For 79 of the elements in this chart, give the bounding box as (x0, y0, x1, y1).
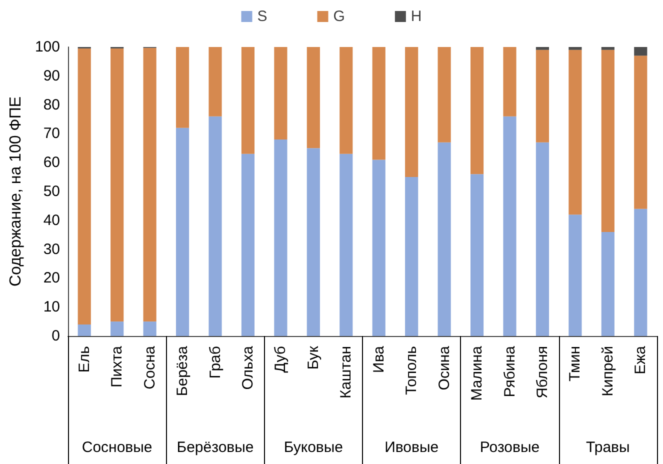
legend-label: S (257, 8, 268, 25)
bar (601, 232, 614, 336)
y-tick-label: 90 (43, 67, 60, 84)
bar (176, 47, 190, 128)
x-tick-label: Берёза (174, 345, 192, 396)
bar (405, 47, 418, 178)
x-tick-label: Каштан (338, 346, 355, 398)
bar (405, 177, 418, 336)
bar (536, 142, 550, 336)
bar (438, 47, 451, 142)
y-axis-title: Содержание, на 100 ФПЕ (8, 96, 25, 287)
text: Розовые (480, 439, 540, 456)
x-tick-label: Граб (206, 346, 224, 379)
x-tick-label: Яблоня (534, 346, 551, 398)
bar (110, 48, 124, 322)
x-tick-label: Осина (436, 345, 453, 390)
bar (110, 322, 124, 336)
y-tick-label: 100 (34, 38, 60, 56)
bar (601, 50, 614, 232)
x-tick-label: Дуб (272, 346, 290, 373)
bar (208, 47, 222, 116)
bar (143, 48, 156, 322)
legend-label: H (410, 8, 422, 25)
y-tick-label: 0 (52, 328, 60, 344)
bar (208, 116, 222, 336)
bar (634, 47, 648, 56)
legend-label: G (333, 8, 345, 25)
bar (274, 47, 288, 140)
bar (503, 116, 516, 336)
y-tick-label: 30 (43, 240, 60, 258)
x-tick-label: Бук (304, 346, 322, 370)
bar (536, 50, 550, 142)
bar (340, 47, 353, 154)
bar (568, 47, 582, 50)
text: Сосновые (82, 439, 152, 456)
x-tick-label: Кипрей (599, 346, 616, 396)
y-tick-label: 80 (43, 96, 60, 114)
bar (568, 50, 582, 215)
bar (470, 47, 484, 174)
x-tick-label: Ольха (239, 345, 256, 390)
x-tick-label: Малина (468, 345, 486, 401)
text: Ивовые (384, 439, 439, 456)
bar (143, 322, 156, 336)
y-tick-label: 50 (43, 183, 60, 200)
bar (438, 142, 451, 336)
bar (306, 47, 320, 148)
bar (241, 47, 255, 154)
bar (568, 214, 582, 336)
bar (372, 160, 386, 336)
x-tick-label: Ежа (632, 345, 650, 374)
x-tick-label: Тополь (403, 346, 420, 396)
bar (470, 174, 484, 336)
y-tick-label: 40 (43, 212, 60, 229)
bar (601, 47, 614, 50)
bar (78, 48, 91, 324)
bar (503, 47, 516, 116)
x-tick-label: Пихта (108, 345, 126, 388)
x-tick-label: Ива (370, 345, 388, 373)
bar (306, 148, 320, 336)
y-tick-label: 20 (43, 270, 60, 287)
bar (634, 56, 648, 209)
bar (274, 139, 288, 336)
y-tick-label: 10 (43, 298, 60, 316)
y-tick-label: 70 (43, 125, 60, 142)
y-tick-label: 60 (43, 154, 60, 172)
text: Травы (586, 439, 630, 456)
x-tick-label: Ель (76, 346, 93, 373)
x-tick-label: Сосна (141, 345, 158, 390)
bar (536, 47, 550, 50)
x-tick-label: Тмин (566, 346, 584, 382)
bar (176, 128, 190, 336)
bar (372, 47, 386, 160)
bar (241, 154, 255, 336)
text: Берёзовые (176, 439, 254, 456)
bar (78, 324, 91, 336)
x-tick-label: Рябина (501, 345, 518, 398)
bar (634, 208, 648, 336)
bar (340, 154, 353, 336)
text: Буковые (284, 439, 344, 456)
